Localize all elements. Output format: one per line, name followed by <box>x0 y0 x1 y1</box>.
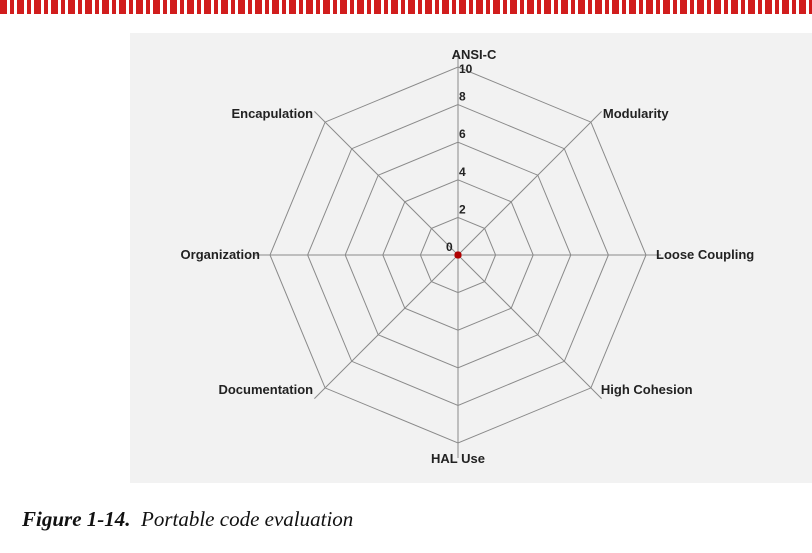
radar-axis-labels: ANSI-C Modularity Loose Coupling High Cohes… <box>181 47 755 466</box>
axis-label-documentation: Documentation <box>218 382 313 397</box>
axis-label-organization: Organization <box>181 247 261 262</box>
radar-tick-labels: 0 2 4 6 8 10 <box>446 62 473 254</box>
tick-label-8: 8 <box>459 90 466 104</box>
radar-series <box>454 251 462 259</box>
tick-label-0: 0 <box>446 240 453 254</box>
tick-label-6: 6 <box>459 127 466 141</box>
axis-label-loose-coupling: Loose Coupling <box>656 247 754 262</box>
figure-number: Figure 1-14. <box>22 507 131 531</box>
axis-label-encapulation: Encapulation <box>231 106 313 121</box>
spoke-high-cohesion <box>457 254 602 399</box>
figure-caption-text: Portable code evaluation <box>141 507 354 531</box>
axis-label-high-cohesion: High Cohesion <box>601 382 693 397</box>
radar-spokes <box>255 52 661 458</box>
spoke-documentation <box>314 254 459 399</box>
tick-label-10: 10 <box>459 62 473 76</box>
figure-caption: Figure 1-14. Portable code evaluation <box>22 507 353 532</box>
tick-label-2: 2 <box>459 202 466 216</box>
tick-label-4: 4 <box>459 165 466 179</box>
spoke-modularity <box>457 111 602 256</box>
cropped-text-strip <box>0 0 812 14</box>
axis-label-modularity: Modularity <box>603 106 669 121</box>
axis-label-hal-use: HAL Use <box>431 451 485 466</box>
axis-label-ansi-c: ANSI-C <box>452 47 497 62</box>
data-point-encapulation <box>454 251 462 259</box>
chart-panel <box>130 33 812 483</box>
spoke-encapulation <box>314 111 459 256</box>
